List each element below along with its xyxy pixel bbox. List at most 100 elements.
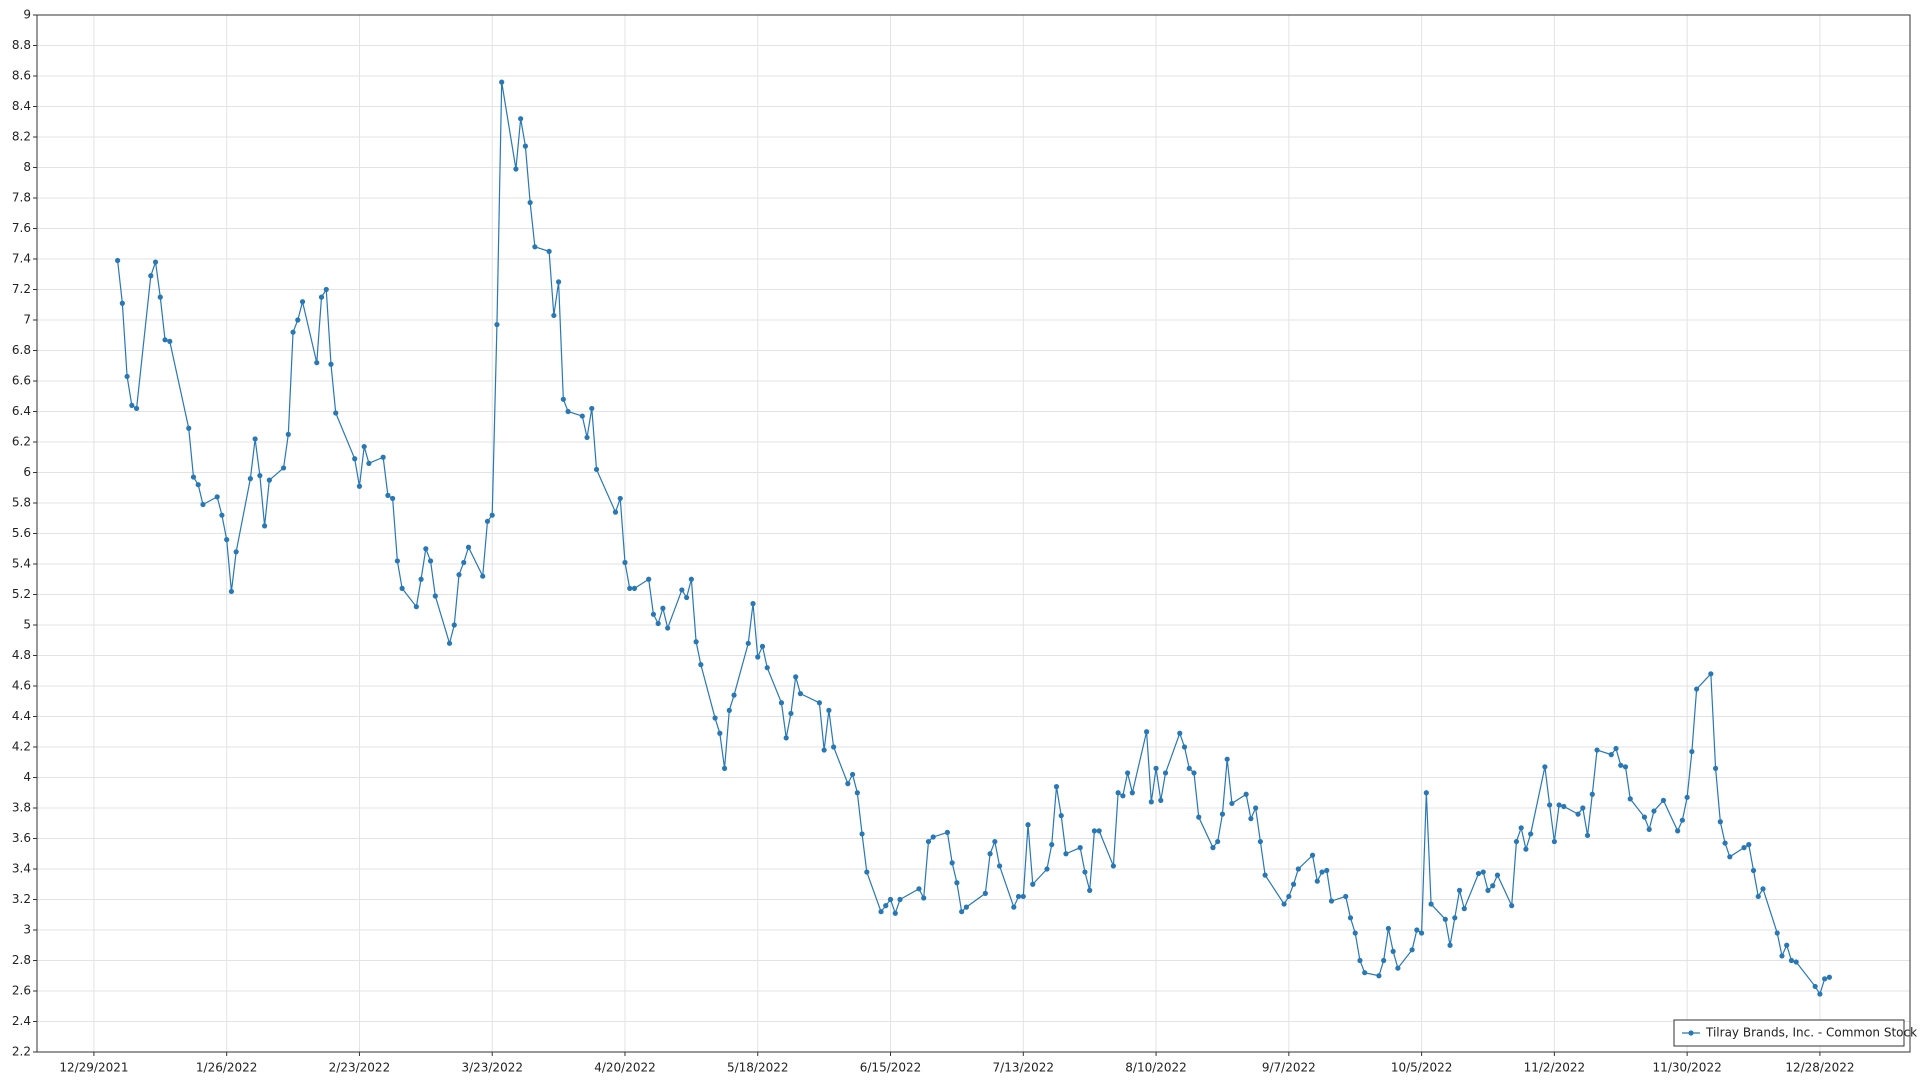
y-tick-label: 7 (23, 313, 31, 327)
data-point (1295, 866, 1301, 872)
data-point (247, 476, 253, 482)
data-point (783, 735, 789, 741)
data-point (1679, 817, 1685, 823)
data-point (266, 477, 272, 483)
y-tick-label: 3 (23, 923, 31, 937)
data-point (622, 559, 628, 566)
data-point (1641, 814, 1648, 820)
data-point (925, 838, 932, 845)
data-point (1779, 953, 1785, 959)
x-tick-label: 4/20/2022 (594, 1061, 656, 1075)
data-point (418, 576, 424, 582)
y-tick-label: 3.4 (12, 862, 31, 876)
data-point (224, 537, 230, 543)
data-point (399, 585, 405, 592)
data-point (849, 771, 856, 778)
data-point (1219, 811, 1226, 817)
data-point (214, 494, 220, 500)
data-point (328, 361, 334, 367)
y-tick-label: 2.8 (12, 953, 31, 967)
data-point (285, 431, 291, 437)
data-point (646, 576, 652, 582)
data-point (755, 654, 761, 660)
data-point (1584, 832, 1591, 839)
data-point (494, 321, 500, 328)
y-tick-label: 2.6 (12, 984, 31, 998)
data-point (1110, 863, 1116, 869)
data-point (712, 715, 718, 721)
data-point (1684, 794, 1690, 800)
data-point (1196, 814, 1202, 820)
data-point (1409, 947, 1415, 953)
data-point (1115, 790, 1121, 796)
data-point (1210, 845, 1216, 851)
data-point (1091, 828, 1098, 834)
y-tick-label: 6.8 (12, 343, 31, 357)
y-tick-label: 2.2 (12, 1045, 31, 1059)
data-point (352, 456, 358, 462)
data-point (295, 317, 301, 323)
data-point (527, 199, 533, 206)
data-point (1376, 973, 1382, 979)
data-point (721, 765, 728, 771)
data-point (1314, 878, 1320, 884)
data-point (1423, 790, 1429, 796)
data-point (1158, 797, 1164, 803)
data-point (1447, 942, 1453, 948)
data-point (1125, 770, 1131, 776)
data-point (1551, 838, 1557, 845)
y-tick-label: 4.8 (12, 648, 31, 662)
data-point (115, 257, 121, 264)
y-tick-label: 5.8 (12, 496, 31, 510)
data-point (1053, 784, 1060, 790)
data-point (465, 544, 472, 550)
data-point (1120, 793, 1126, 799)
data-point (1755, 893, 1761, 900)
data-point (1490, 883, 1496, 889)
x-tick-label: 10/5/2022 (1391, 1061, 1453, 1075)
y-tick-label: 5.2 (12, 587, 31, 601)
x-tick-label: 6/15/2022 (860, 1061, 922, 1075)
data-point (186, 425, 192, 431)
data-point (864, 869, 870, 875)
data-point (1622, 764, 1629, 770)
data-point (1262, 872, 1268, 878)
legend-marker (1688, 1030, 1694, 1036)
data-point (1186, 765, 1192, 771)
data-point (1143, 729, 1150, 735)
data-point (233, 549, 239, 555)
data-point (1328, 898, 1335, 904)
data-point (461, 559, 467, 566)
data-point (1319, 869, 1325, 875)
data-point (1224, 756, 1230, 762)
data-point (1627, 796, 1633, 802)
data-point (1822, 976, 1828, 982)
y-tick-label: 9 (23, 8, 31, 22)
data-point (698, 662, 704, 668)
data-point (593, 466, 600, 473)
y-tick-label: 3.2 (12, 892, 31, 906)
data-point (262, 523, 268, 529)
data-point (1608, 752, 1614, 758)
data-point (887, 896, 894, 903)
data-point (1746, 842, 1752, 848)
data-point (1509, 903, 1515, 909)
data-point (427, 558, 434, 564)
data-point (129, 402, 135, 408)
data-point (314, 360, 320, 366)
data-point (318, 294, 325, 300)
data-point (982, 890, 988, 897)
data-point (1826, 974, 1832, 980)
data-point (1528, 831, 1534, 837)
data-point (1385, 925, 1392, 932)
data-point (366, 460, 372, 466)
y-tick-label: 6 (23, 465, 31, 479)
data-point (930, 834, 936, 840)
data-point (831, 744, 837, 750)
data-point (119, 300, 125, 306)
data-point (1750, 867, 1757, 874)
x-tick-label: 3/23/2022 (461, 1061, 523, 1075)
data-point (1162, 770, 1169, 776)
data-point (1442, 916, 1448, 922)
